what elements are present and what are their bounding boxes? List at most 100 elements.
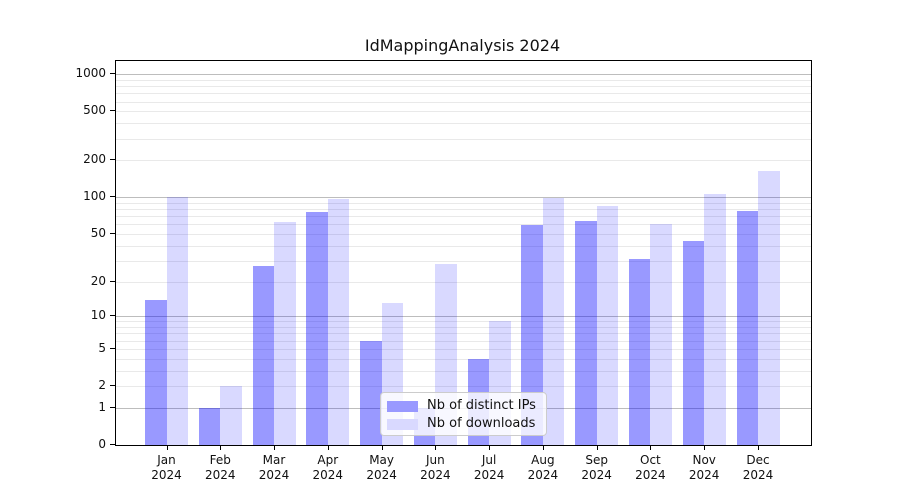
- x-axis-tick-label-year: 2024: [151, 468, 182, 482]
- x-axis-tick-label-month: Jan: [157, 453, 176, 467]
- gridline-minor: [116, 86, 811, 88]
- gridline-major: [116, 316, 811, 318]
- gridline-minor: [116, 327, 811, 329]
- x-axis-tick-label-month: Nov: [692, 453, 716, 467]
- gridline-major: [116, 74, 811, 76]
- y-axis-tick: [110, 406, 115, 408]
- x-axis-tick: [596, 446, 598, 450]
- x-axis-tick-label-year: 2024: [366, 468, 397, 482]
- x-axis-tick-label-year: 2024: [473, 468, 505, 482]
- y-axis-tick-label: 2: [98, 378, 106, 392]
- bar-downloads: [650, 224, 672, 445]
- gridline-minor: [116, 321, 811, 323]
- x-axis-tick: [381, 446, 383, 450]
- plot-area: [115, 60, 812, 446]
- bar-downloads: [596, 205, 619, 445]
- gridline-minor: [116, 160, 811, 162]
- gridline-minor: [116, 370, 811, 372]
- x-axis-tick-label-year: 2024: [312, 468, 344, 482]
- x-axis-tick: [166, 446, 168, 450]
- x-axis-tick-label-month: May: [369, 453, 394, 467]
- bar-distinct-ips: [575, 220, 597, 445]
- y-axis-tick-label: 20: [90, 273, 106, 288]
- bar-distinct-ips: [198, 407, 221, 445]
- x-axis-tick-label: Jun 2024: [403, 453, 467, 483]
- y-axis-tick-label: 500: [83, 103, 106, 118]
- x-axis-tick: [542, 446, 544, 450]
- gridline-minor: [116, 216, 811, 218]
- bar-distinct-ips: [252, 266, 274, 445]
- legend-label-distinct-ips: Nb of distinct IPs: [427, 398, 536, 413]
- bar-downloads: [542, 197, 565, 445]
- gridline-major: [116, 197, 811, 199]
- bar-distinct-ips: [628, 259, 651, 445]
- y-axis-tick: [110, 73, 115, 75]
- x-axis-tick-label-year: 2024: [420, 468, 451, 482]
- gridline-minor: [116, 340, 811, 342]
- gridline-minor: [116, 281, 811, 283]
- gridline-minor: [116, 358, 811, 360]
- x-axis-tick-label: Oct 2024: [618, 453, 682, 483]
- y-axis-tick-label: 10: [90, 308, 106, 323]
- x-axis-tick: [704, 446, 706, 450]
- x-axis-tick-label-year: 2024: [635, 468, 666, 482]
- bar-distinct-ips: [145, 299, 167, 445]
- gridline-minor: [116, 123, 811, 125]
- y-axis-tick-label: 200: [83, 152, 106, 167]
- bar-distinct-ips: [682, 240, 705, 445]
- x-axis-tick-label-month: Aug: [531, 453, 555, 467]
- gridline-minor: [116, 333, 811, 335]
- y-axis-tick: [110, 385, 115, 386]
- y-axis-tick-label: 100: [83, 189, 106, 204]
- x-axis-tick-label: Aug 2024: [511, 453, 575, 483]
- x-axis-tick: [327, 446, 329, 450]
- x-axis-tick: [758, 446, 759, 450]
- y-axis-tick-label: 0: [98, 437, 106, 451]
- bar-distinct-ips: [306, 211, 328, 445]
- legend-row-distinct-ips: Nb of distinct IPs: [381, 397, 546, 415]
- y-axis-tick: [110, 315, 115, 317]
- legend-row-downloads: Nb of downloads: [381, 415, 546, 433]
- gridline-minor: [116, 93, 811, 95]
- x-axis-tick: [274, 446, 275, 450]
- y-axis-tick: [110, 347, 115, 349]
- x-axis-tick-label: Feb 2024: [188, 453, 252, 483]
- x-axis-tick-label: Nov 2024: [672, 453, 736, 483]
- y-axis-tick: [110, 280, 115, 282]
- bar-downloads: [758, 170, 780, 445]
- bar-downloads: [166, 197, 188, 445]
- x-axis-tick: [435, 446, 437, 450]
- x-axis-tick: [220, 446, 222, 450]
- bar-distinct-ips: [360, 340, 382, 445]
- x-axis-tick-label-year: 2024: [258, 468, 290, 482]
- x-axis-tick-label-month: Dec: [746, 453, 770, 467]
- y-axis-tick: [110, 444, 115, 445]
- x-axis-tick-label-month: Apr: [317, 453, 339, 467]
- y-axis-tick: [110, 196, 115, 198]
- gridline-minor: [116, 101, 811, 103]
- x-axis-tick: [650, 446, 652, 450]
- chart-title: IdMappingAnalysis 2024: [364, 36, 561, 55]
- y-axis-tick: [110, 232, 115, 234]
- x-axis-tick-label: Sep 2024: [565, 453, 629, 483]
- x-axis-tick-label: Apr 2024: [296, 453, 360, 483]
- x-axis-tick-label-year: 2024: [581, 468, 612, 482]
- legend-swatch-downloads: [387, 418, 418, 430]
- x-axis-tick-label-month: Jul: [481, 453, 497, 467]
- x-axis-tick-label: Jul 2024: [457, 453, 521, 483]
- x-axis-tick-label-month: Feb: [209, 453, 231, 467]
- x-axis-tick-label-month: Oct: [640, 453, 661, 467]
- x-axis-tick-label-month: Jun: [426, 453, 445, 467]
- x-axis-tick-label: May 2024: [350, 453, 414, 483]
- x-axis-tick-label: Dec 2024: [726, 453, 790, 483]
- y-axis-tick-label: 1000: [75, 66, 106, 81]
- x-axis-tick-label-year: 2024: [688, 468, 720, 482]
- x-axis-tick-label: Mar 2024: [242, 453, 306, 483]
- legend: Nb of distinct IPs Nb of downloads: [380, 392, 547, 436]
- bar-downloads: [220, 386, 242, 445]
- bar-distinct-ips: [521, 225, 543, 445]
- x-axis-tick: [489, 446, 491, 450]
- gridline-minor: [116, 79, 811, 81]
- gridline-minor: [116, 245, 811, 247]
